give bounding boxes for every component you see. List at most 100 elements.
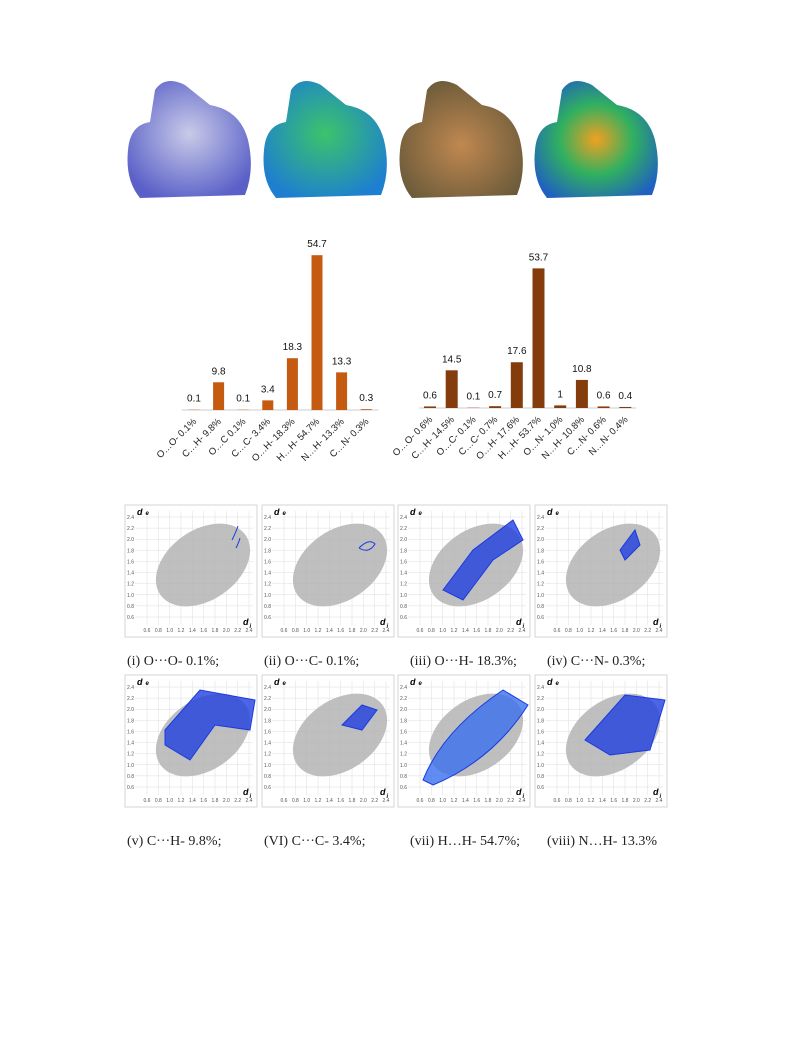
y-tick-label: 1.6 [400,559,407,565]
x-tick-label: 1.0 [303,628,310,634]
x-tick-label: 1.4 [599,798,606,804]
x-tick-label: 0.6 [144,628,151,634]
caption: (iv) C···N- 0.3%; [547,654,645,669]
highlight-region [619,528,641,561]
x-tick-label: 2.0 [496,628,503,634]
bar-charts: 0.1O…O- 0.1%9.8C…H- 9.8%0.1O…C 0.1%3.4C…… [155,239,637,464]
fingerprint-plot: 0.6 0.6 0.8 0.8 1.0 1.0 1.2 1.2 1.4 1.4 1.6 1.6 1.8 1… [534,504,668,638]
axis-subscript: i [660,794,662,800]
caption: (vii) H…H- 54.7%; [410,834,520,849]
axis-symbol: d [410,677,416,687]
y-tick-label: 2.4 [537,515,544,521]
x-tick-label: 2.2 [644,798,651,804]
x-tick-label: 1.4 [462,628,469,634]
x-tick-label: 2.2 [234,628,241,634]
x-tick-label: 0.6 [281,628,288,634]
x-tick-label: 1.6 [473,798,480,804]
y-tick-label: 1.0 [264,763,271,769]
x-tick-label: 0.8 [292,628,299,634]
y-tick-label: 2.0 [400,707,407,713]
axis-subscript: i [523,794,525,800]
caption: (i) O···O- 0.1%; [127,654,219,669]
bar [311,255,323,410]
value-label: 17.6 [507,346,527,357]
y-tick-label: 2.4 [127,515,134,521]
value-label: 0.1 [236,394,250,405]
y-tick-label: 2.0 [264,707,271,713]
bar [336,372,348,410]
x-tick-label: 2.2 [507,798,514,804]
y-tick-label: 1.4 [400,571,407,577]
x-axis-label: di [380,617,389,630]
y-tick-label: 1.2 [400,582,407,588]
axis-symbol: d [547,677,553,687]
x-tick-label: 1.6 [610,798,617,804]
x-tick-label: 0.6 [554,628,561,634]
surface-shape-index [263,81,387,198]
x-tick-label: 1.0 [166,628,173,634]
fingerprint-plot: 0.6 0.6 0.8 0.8 1.0 1.0 1.2 1.2 1.4 1.4 1.6 1.6 1.8 1… [397,674,531,808]
caption: (viii) N…H- 13.3% [547,834,657,849]
x-tick-label: 2.2 [644,628,651,634]
y-tick-label: 1.2 [537,582,544,588]
axis-subscript: i [387,794,389,800]
y-tick-label: 1.2 [264,582,271,588]
y-tick-label: 1.6 [264,559,271,565]
x-tick-label: 1.6 [610,628,617,634]
y-tick-label: 1.4 [400,741,407,747]
x-tick-label: 1.4 [189,798,196,804]
axis-symbol: d [547,507,553,517]
fingerprint-plot: 0.6 0.6 0.8 0.8 1.0 1.0 1.2 1.2 1.4 1.4 1.6 1.6 1.8 1… [534,674,668,808]
x-tick-label: 1.0 [439,798,446,804]
y-tick-label: 0.8 [264,774,271,780]
caption: (ii) O···C- 0.1%; [264,654,359,669]
fingerprint-plot: 0.6 0.6 0.8 0.8 1.0 1.0 1.2 1.2 1.4 1.4 1.6 1.6 1.8 1… [124,674,258,808]
y-tick-label: 0.6 [537,785,544,791]
y-tick-label: 1.8 [400,548,407,554]
value-label: 54.7 [307,239,327,250]
y-tick-label: 1.4 [127,741,134,747]
bar [575,379,588,408]
x-tick-label: 1.4 [326,798,333,804]
fingerprint-plot: 0.6 0.6 0.8 0.8 1.0 1.0 1.2 1.2 1.4 1.4 1.6 1.6 1.8 1… [124,504,258,638]
x-tick-label: 1.6 [200,798,207,804]
x-tick-label: 2.4 [383,798,390,804]
caption: (v) C···H- 9.8%; [127,834,221,849]
fingerprint-plot: 0.6 0.6 0.8 0.8 1.0 1.0 1.2 1.2 1.4 1.4 1.6 1.6 1.8 1… [261,504,395,638]
y-tick-label: 0.8 [264,604,271,610]
value-label: 0.4 [618,391,632,402]
y-tick-label: 1.6 [400,729,407,735]
y-tick-label: 2.2 [264,696,271,702]
axis-symbol: d [274,677,280,687]
value-label: 10.8 [572,364,592,375]
y-tick-label: 2.4 [264,685,271,691]
y-tick-label: 1.0 [127,593,134,599]
y-tick-label: 1.8 [264,718,271,724]
caption: (VI) C···C- 3.4%; [264,834,365,849]
x-tick-label: 0.6 [417,798,424,804]
y-tick-label: 1.8 [264,548,271,554]
axis-subscript: i [523,624,525,630]
surface-fragment [399,81,523,198]
y-tick-label: 0.8 [400,604,407,610]
axis-subscript: e [419,681,423,687]
bar [213,382,225,410]
x-tick-label: 0.6 [281,798,288,804]
x-tick-label: 1.2 [588,798,595,804]
x-tick-label: 1.0 [439,628,446,634]
y-tick-label: 1.2 [127,752,134,758]
axis-symbol: d [653,787,659,797]
y-tick-label: 2.2 [127,696,134,702]
axis-subscript: i [660,624,662,630]
y-tick-label: 1.8 [400,718,407,724]
x-tick-label: 2.2 [371,628,378,634]
value-label: 18.3 [283,342,303,353]
x-tick-label: 0.6 [417,628,424,634]
highlight-region [341,704,378,731]
x-tick-label: 1.4 [189,628,196,634]
x-tick-label: 1.0 [576,798,583,804]
